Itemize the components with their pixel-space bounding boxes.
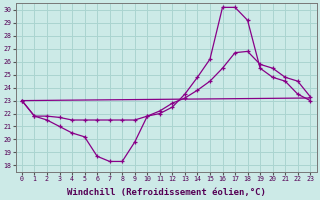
X-axis label: Windchill (Refroidissement éolien,°C): Windchill (Refroidissement éolien,°C) [67, 188, 266, 197]
